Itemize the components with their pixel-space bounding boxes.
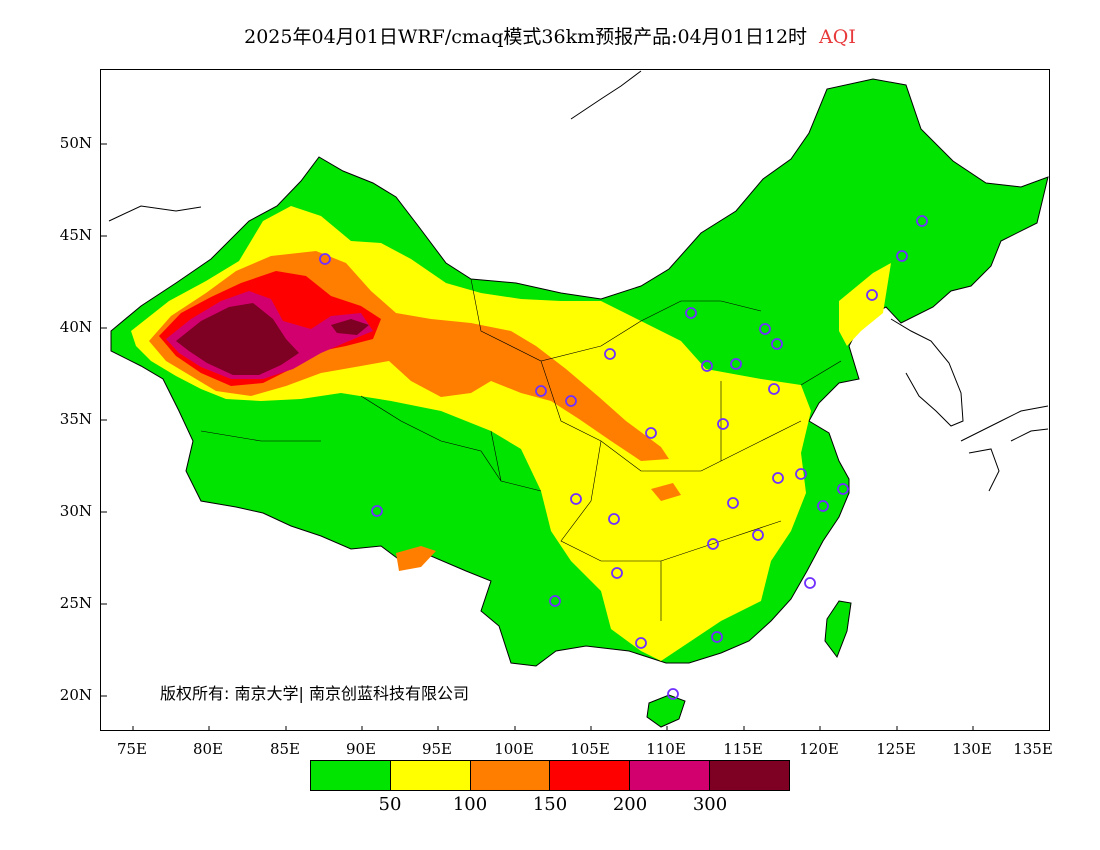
city-marker (795, 468, 807, 480)
city-marker (565, 395, 577, 407)
city-marker (371, 505, 383, 517)
lon-tick-label: 95E (421, 740, 453, 758)
city-marker (768, 383, 780, 395)
legend-label: 200 (612, 794, 648, 815)
city-marker (711, 631, 723, 643)
lat-tick-label: 40N (59, 318, 92, 336)
aqi-hazardous-zone (176, 303, 299, 375)
city-marker (771, 338, 783, 350)
title-variable: AQI (819, 26, 856, 48)
legend-swatch (311, 761, 391, 790)
lon-tick-label: 110E (646, 740, 686, 758)
city-marker (319, 253, 331, 265)
legend-label: 100 (452, 794, 488, 815)
legend-swatch (630, 761, 711, 790)
lat-tick-label: 30N (59, 502, 92, 520)
city-marker (817, 500, 829, 512)
city-marker (717, 418, 729, 430)
korea-japan-coast (890, 318, 1049, 492)
city-marker (804, 577, 816, 589)
city-marker (535, 385, 547, 397)
lat-tick-label: 50N (59, 134, 92, 152)
city-marker (701, 360, 713, 372)
city-marker (604, 348, 616, 360)
lon-tick-label: 125E (876, 740, 916, 758)
lat-tick-label: 20N (59, 686, 92, 704)
city-marker (866, 289, 878, 301)
lat-tick-label: 25N (59, 594, 92, 612)
city-marker (570, 493, 582, 505)
city-marker (916, 215, 928, 227)
city-marker (759, 323, 771, 335)
city-marker (730, 358, 742, 370)
map-title: 2025年04月01日WRF/cmaq模式36km预报产品:04月01日12时 A… (0, 22, 1100, 49)
legend-label: 300 (692, 794, 728, 815)
city-marker (727, 497, 739, 509)
city-marker (667, 688, 679, 700)
taiwan-island (824, 600, 852, 659)
axis-ticks (101, 143, 974, 730)
lon-tick-label: 75E (116, 740, 148, 758)
city-marker (752, 529, 764, 541)
city-marker (772, 472, 784, 484)
lon-tick-label: 120E (799, 740, 839, 758)
aqi-sensitive-zone (651, 483, 681, 501)
lon-tick-label: 135E (1013, 740, 1053, 758)
lon-tick-label: 100E (494, 740, 534, 758)
copyright-note: 版权所有: 南京大学| 南京创蓝科技有限公司 (160, 684, 469, 703)
lon-tick-label: 90E (345, 740, 377, 758)
legend-swatch (550, 761, 631, 790)
city-marker (611, 567, 623, 579)
city-marker (608, 513, 620, 525)
legend-swatch (710, 761, 789, 790)
legend-label: 150 (532, 794, 568, 815)
aqi-map (101, 70, 1049, 730)
city-marker (896, 250, 908, 262)
title-main: 2025年04月01日WRF/cmaq模式36km预报产品:04月01日12时 (244, 26, 808, 48)
aqi-sensitive-zone (396, 546, 436, 571)
aqi-moderate-zone (839, 263, 891, 346)
city-marker (645, 427, 657, 439)
lon-tick-label: 80E (192, 740, 224, 758)
legend-label: 50 (378, 794, 402, 815)
lon-tick-label: 105E (570, 740, 610, 758)
color-legend (310, 760, 790, 791)
city-marker (635, 637, 647, 649)
hainan-island (646, 694, 686, 728)
russia-coast (108, 70, 642, 222)
city-marker (707, 538, 719, 550)
legend-swatch (390, 761, 471, 790)
city-marker (549, 595, 561, 607)
city-marker (685, 307, 697, 319)
map-area (100, 69, 1050, 731)
lon-tick-label: 130E (952, 740, 992, 758)
legend-swatch (470, 761, 551, 790)
aqi-hazardous-zone (331, 319, 369, 335)
city-markers (319, 215, 928, 700)
lat-tick-label: 35N (59, 410, 92, 428)
lon-tick-label: 115E (723, 740, 763, 758)
lon-tick-label: 85E (269, 740, 301, 758)
lat-tick-label: 45N (59, 226, 92, 244)
province-boundaries (200, 278, 842, 621)
city-marker (837, 483, 849, 495)
